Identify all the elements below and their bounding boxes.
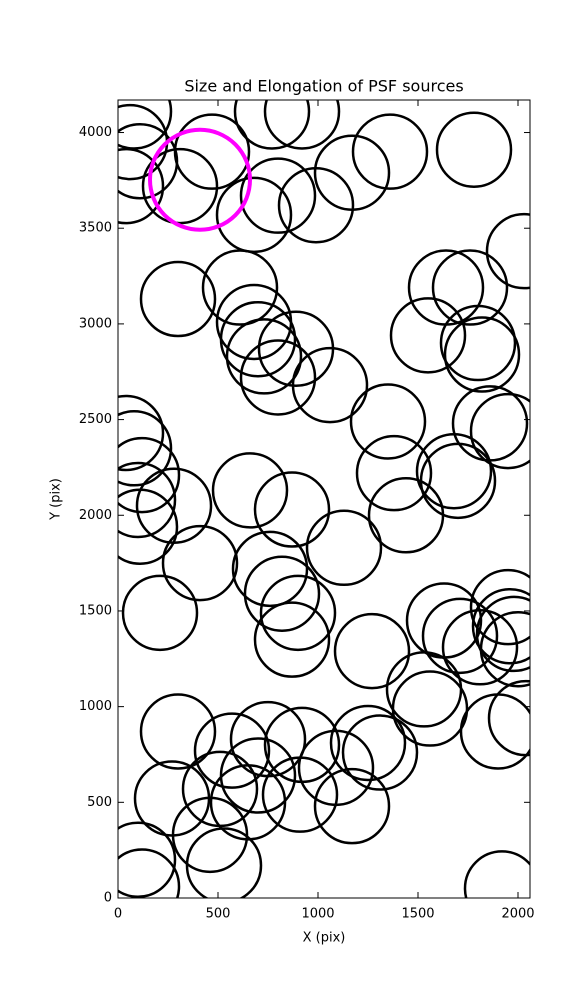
psf-source	[469, 392, 530, 470]
psf-source	[118, 436, 181, 514]
psf-source	[441, 609, 519, 686]
x-tick-label: 0	[114, 907, 122, 922]
psf-source	[209, 764, 287, 841]
chart-title: Size and Elongation of PSF sources	[184, 77, 463, 96]
psf-source	[431, 249, 509, 326]
psf-source	[297, 729, 375, 807]
highlight-source	[148, 127, 252, 232]
y-tick-label: 3500	[79, 221, 112, 236]
psf-source	[355, 434, 433, 512]
psf-source	[161, 524, 239, 602]
psf-source	[173, 113, 251, 190]
psf-source	[253, 601, 331, 678]
psf-source	[475, 595, 530, 673]
psf-source	[259, 574, 337, 652]
y-tick-label: 1500	[79, 603, 112, 618]
psf-source	[479, 610, 530, 688]
psf-source	[459, 693, 530, 770]
psf-source	[225, 318, 303, 395]
psf-source	[253, 471, 331, 548]
psf-source	[451, 385, 529, 462]
psf-source	[487, 679, 530, 757]
psf-source	[118, 848, 181, 898]
psf-source	[421, 597, 499, 675]
x-tick-label: 2000	[501, 907, 534, 922]
psf-source	[463, 850, 530, 898]
psf-source	[389, 297, 467, 374]
y-tick-label: 2000	[79, 508, 112, 523]
psf-source	[118, 821, 177, 898]
plot-frame	[117, 99, 531, 899]
psf-source	[367, 477, 445, 554]
x-axis-label: X (pix)	[303, 931, 346, 946]
y-tick-label: 4000	[79, 125, 112, 140]
psf-source	[239, 157, 317, 234]
y-tick-label: 500	[87, 795, 112, 810]
psf-source	[171, 796, 249, 874]
psf-source	[181, 750, 259, 828]
psf-source	[349, 383, 427, 460]
psf-source	[118, 147, 165, 225]
psf-source	[391, 670, 469, 747]
psf-source	[233, 100, 311, 150]
psf-source	[313, 134, 391, 211]
psf-source	[121, 574, 199, 652]
psf-source	[193, 712, 271, 789]
psf-source	[305, 509, 383, 587]
psf-source	[329, 704, 407, 782]
y-axis-label: Y (pix)	[49, 478, 64, 521]
psf-source	[291, 346, 369, 424]
psf-source	[139, 260, 217, 338]
psf-source	[419, 442, 497, 520]
psf-source	[118, 100, 173, 150]
psf-source	[263, 100, 341, 150]
psf-source	[118, 461, 177, 539]
psf-source	[341, 714, 419, 791]
psf-source	[135, 467, 213, 544]
psf-source	[243, 555, 321, 632]
psf-source	[435, 111, 513, 189]
psf-source	[313, 767, 391, 845]
psf-source	[118, 410, 173, 487]
x-tick-label: 500	[206, 907, 231, 922]
psf-source	[439, 304, 517, 382]
psf-source	[139, 693, 217, 770]
x-tick-label: 1500	[401, 907, 434, 922]
psf-source	[118, 394, 165, 472]
psf-source	[351, 113, 429, 190]
y-tick-label: 1000	[79, 699, 112, 714]
psf-source	[231, 530, 309, 608]
psf-source	[443, 316, 521, 393]
psf-source	[415, 433, 493, 510]
psf-source	[211, 452, 289, 529]
plot-area	[118, 100, 530, 898]
psf-source	[118, 122, 179, 200]
psf-source	[333, 612, 411, 690]
psf-source	[185, 827, 263, 898]
psf-source	[469, 568, 530, 646]
y-tick-label: 2500	[79, 412, 112, 427]
y-tick-label: 0	[104, 891, 112, 906]
psf-source	[118, 488, 179, 565]
psf-source	[201, 249, 279, 326]
psf-source	[471, 588, 530, 665]
psf-source	[485, 212, 530, 290]
y-tick-label: 3000	[79, 316, 112, 331]
x-tick-label: 1000	[301, 907, 334, 922]
psf-source	[219, 300, 297, 378]
psf-source	[141, 147, 219, 225]
psf-source	[215, 176, 293, 254]
psf-source	[407, 249, 485, 326]
psf-source	[239, 339, 317, 416]
